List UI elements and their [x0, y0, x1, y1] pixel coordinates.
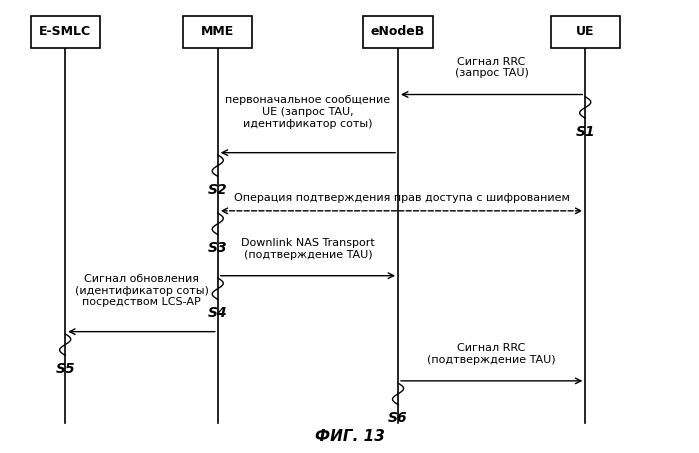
Text: S6: S6 [388, 411, 408, 425]
Text: Сигнал RRC
(запрос TAU): Сигнал RRC (запрос TAU) [455, 57, 528, 78]
Text: первоначальное сообщение
UE (запрос TAU,
идентификатор соты): первоначальное сообщение UE (запрос TAU,… [225, 95, 391, 129]
Text: Сигнал RRC
(подтверждение TAU): Сигнал RRC (подтверждение TAU) [427, 343, 556, 365]
Text: MME: MME [201, 25, 234, 39]
Bar [363, 16, 433, 48]
Text: S1: S1 [575, 125, 595, 139]
Text: UE: UE [576, 25, 595, 39]
Text: ФИГ. 13: ФИГ. 13 [315, 429, 384, 443]
Text: Операция подтверждения прав доступа с шифрованием: Операция подтверждения прав доступа с ши… [233, 193, 570, 203]
Bar [551, 16, 620, 48]
Text: S3: S3 [208, 241, 228, 255]
Text: E-SMLC: E-SMLC [39, 25, 92, 39]
Text: S2: S2 [208, 183, 228, 197]
Text: S5: S5 [55, 362, 75, 376]
Bar [183, 16, 252, 48]
Text: Сигнал обновления
(идентификатор соты)
посредством LCS-AP: Сигнал обновления (идентификатор соты) п… [75, 274, 208, 308]
Text: eNodeB: eNodeB [371, 25, 425, 39]
Text: S4: S4 [208, 306, 228, 320]
Text: Downlink NAS Transport
(подтверждение TAU): Downlink NAS Transport (подтверждение TA… [241, 238, 375, 260]
Bar [31, 16, 100, 48]
